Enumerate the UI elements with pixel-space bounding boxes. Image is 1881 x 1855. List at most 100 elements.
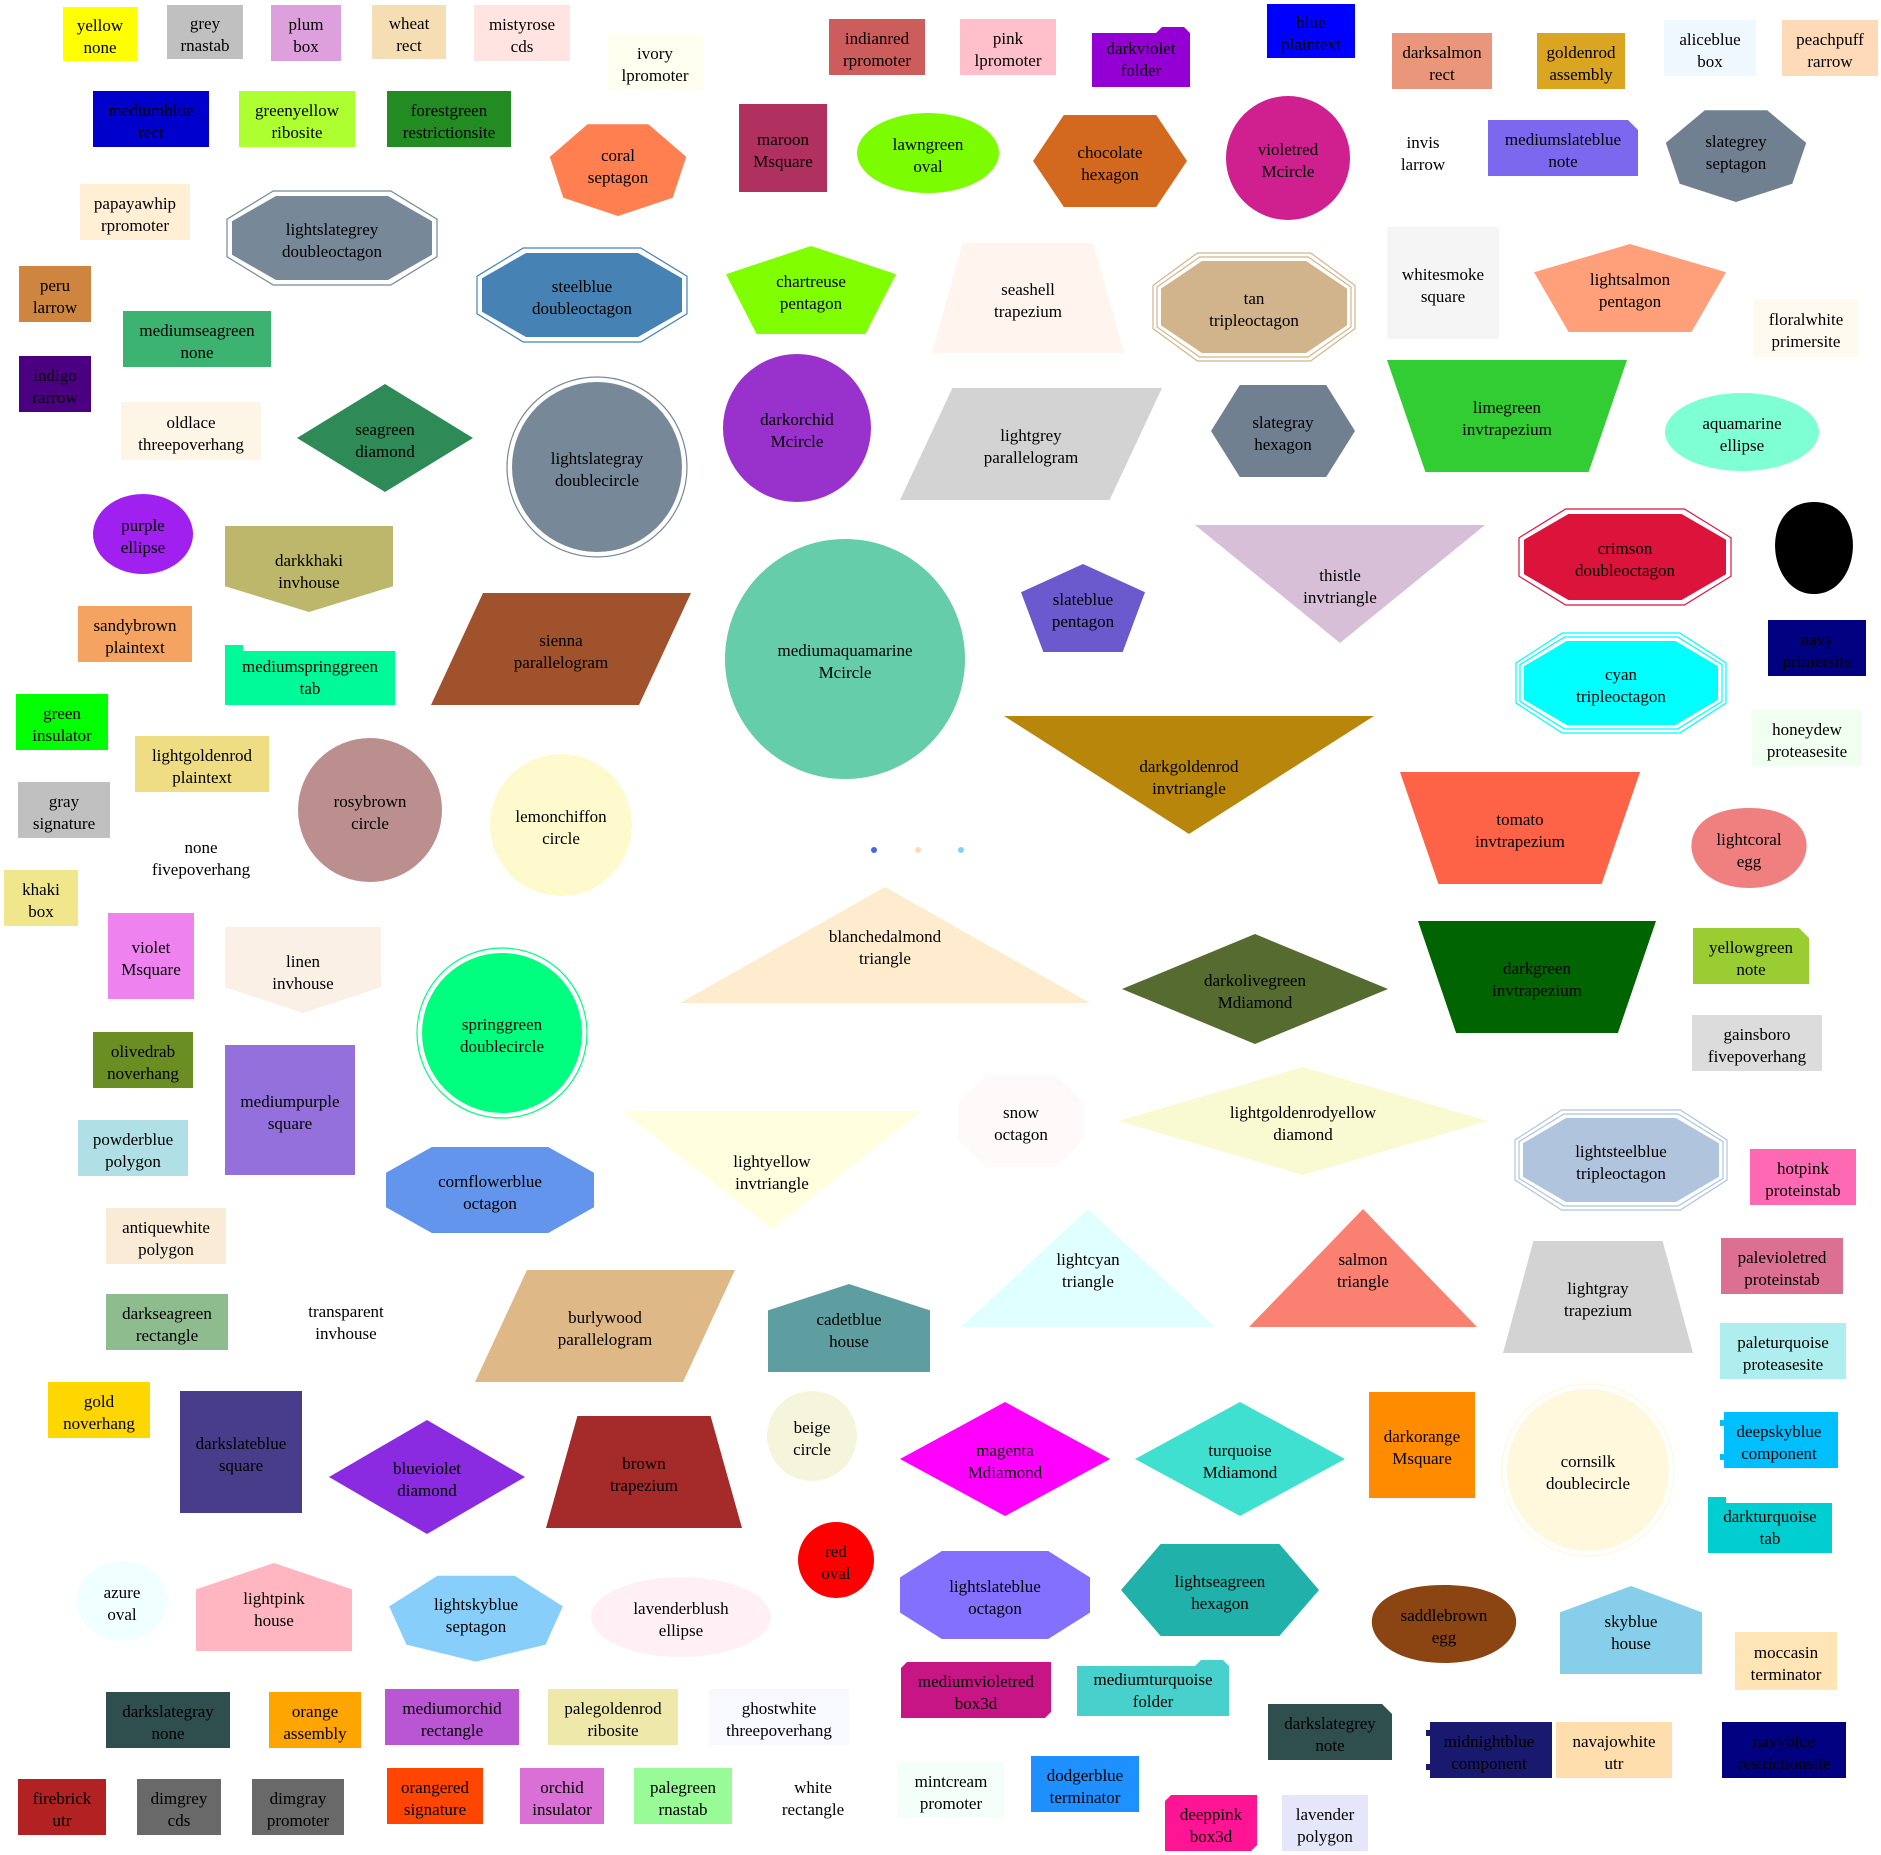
node-name-label: indianred: [845, 29, 910, 48]
node-mediumturquoise: mediumturquoise folder: [1077, 1660, 1229, 1716]
node-name-label: darkviolet: [1107, 39, 1176, 58]
node-name-label: cornflowerblue: [438, 1172, 542, 1191]
node-name-label: slategray: [1252, 413, 1314, 432]
node-name-label: purple: [121, 516, 164, 535]
node-name-label: violet: [132, 938, 171, 957]
node-name-label: darksalmon: [1402, 43, 1482, 62]
node-beige: beige circle: [767, 1391, 857, 1481]
node-name-label: steelblue: [552, 277, 612, 296]
node-name-label: lavenderblush: [633, 1599, 729, 1618]
node-shape-label: tripleoctagon: [1209, 311, 1299, 330]
node-shape-label: ellipse: [1720, 436, 1764, 455]
node-shape-label: Mcircle: [1262, 162, 1315, 181]
node-name-label: aliceblue: [1679, 30, 1740, 49]
node-shape-label: circle: [793, 1440, 831, 1459]
node-name-label: lightpink: [243, 1589, 305, 1608]
node-name-label: oldlace: [166, 413, 215, 432]
node-shape-label: hexagon: [1191, 1594, 1249, 1613]
node-name-label: skyblue: [1605, 1612, 1658, 1631]
node-shape-label: triangle: [1062, 1272, 1114, 1291]
node-name-label: lightcoral: [1716, 830, 1781, 849]
node-lightslategray: lightslategray doublecircle: [506, 376, 688, 558]
node-shape-label: rectangle: [136, 1326, 198, 1345]
node-antiquewhite: antiquewhite polygon: [106, 1208, 226, 1264]
node-shape-label: box3d: [955, 1694, 998, 1713]
node-deepskyblue: deepskyblue component: [1720, 1412, 1838, 1468]
node-name-label: slategrey: [1705, 132, 1767, 151]
node-shape-label: doublecircle: [1546, 1474, 1630, 1493]
node-name-label: palegreen: [650, 1778, 717, 1797]
node-name-label: burlywood: [568, 1308, 642, 1327]
node-shape-label: tab: [300, 679, 321, 698]
node-shape-label: fivepoverhang: [152, 860, 251, 879]
node-shape-label: pentagon: [780, 294, 843, 313]
node-name-label: moccasin: [1754, 1643, 1819, 1662]
node-shape-label: larrow: [1401, 155, 1446, 174]
node-shape-label: utr: [53, 1811, 72, 1830]
node-orchid: orchid insulator: [520, 1768, 604, 1824]
node-shape-label: utr: [1605, 1754, 1624, 1773]
node-name-label: sandybrown: [93, 616, 177, 635]
node-name-label: orangered: [401, 1778, 469, 1797]
node-name-label: cornsilk: [1561, 1452, 1616, 1471]
node-limegreen: limegreen invtrapezium: [1387, 360, 1627, 472]
node-springgreen: springgreen doublecircle: [416, 947, 588, 1119]
node-name-label: yellowgreen: [1709, 938, 1794, 957]
node-name-label: mediumturquoise: [1094, 1670, 1213, 1689]
node-shape-label: square: [268, 1114, 312, 1133]
node-shape-label: trapezium: [994, 302, 1062, 321]
node-salmon: salmon triangle: [1249, 1209, 1477, 1327]
node-name-label: limegreen: [1473, 398, 1541, 417]
node-name-label: brown: [622, 1454, 666, 1473]
node-papayawhip: papayawhip rpromoter: [80, 184, 190, 240]
node-shape-label: oval: [913, 157, 943, 176]
node-shape-label: hexagon: [1254, 435, 1312, 454]
node-shape-label: rpromoter: [101, 216, 169, 235]
node-burlywood: burlywood parallelogram: [475, 1270, 735, 1382]
node-name-label: lawngreen: [893, 135, 964, 154]
node-name-label: peachpuff: [1796, 30, 1864, 49]
node-name-label: blue: [1296, 13, 1325, 32]
node-name-label: chartreuse: [776, 272, 846, 291]
node-shape-label: larrow: [33, 298, 78, 317]
node-name-label: maroon: [757, 130, 809, 149]
node-shape-label: circle: [542, 829, 580, 848]
node-name-label: aquamarine: [1702, 414, 1781, 433]
node-shape-label: box3d: [1190, 1827, 1233, 1846]
node-shape-label: invtrapezium: [1492, 981, 1582, 1000]
node-shape-label: ellipse: [659, 1621, 703, 1640]
node-name-label: paleturquoise: [1737, 1333, 1829, 1352]
node-lightcoral: lightcoral egg: [1691, 808, 1807, 888]
node-name-label: tan: [1244, 289, 1265, 308]
node-shape-label: house: [254, 1611, 294, 1630]
node-name-label: lightgoldenrodyellow: [1230, 1103, 1377, 1122]
node-name-label: transparent: [308, 1302, 384, 1321]
node-shape-label: polygon: [105, 1152, 161, 1171]
node-shape-label: note: [1548, 152, 1577, 171]
node-shape-label: noverhang: [107, 1064, 179, 1083]
node-peru: peru larrow: [19, 266, 91, 322]
node-name-label: palegoldenrod: [564, 1699, 662, 1718]
node-none: none fivepoverhang: [152, 838, 251, 879]
node-shape-label: Msquare: [121, 960, 180, 979]
node-name-label: black: [1796, 530, 1833, 549]
node-shape-label: invtrapezium: [1462, 420, 1552, 439]
dot-2: [915, 847, 921, 853]
node-palegoldenrod: palegoldenrod ribosite: [548, 1689, 678, 1745]
node-cadetblue: cadetblue house: [768, 1284, 930, 1372]
node-name-label: cyan: [1605, 665, 1638, 684]
node-name-label: chocolate: [1077, 143, 1142, 162]
node-name-label: navyblue: [1753, 1732, 1815, 1751]
node-shape-label: rectangle: [421, 1721, 483, 1740]
node-gold: gold noverhang: [48, 1382, 150, 1438]
node-tan: tan tripleoctagon: [1152, 252, 1356, 362]
node-name-label: white: [794, 1778, 832, 1797]
node-oldlace: oldlace threepoverhang: [121, 402, 261, 460]
node-name-label: orange: [292, 1702, 338, 1721]
node-shape-label: invtriangle: [1303, 588, 1377, 607]
node-shape-label: tab: [1760, 1529, 1781, 1548]
node-darkorange: darkorange Msquare: [1369, 1392, 1475, 1498]
node-name-label: orchid: [540, 1778, 584, 1797]
node-shape-label: pentagon: [1052, 612, 1115, 631]
node-shape-label: insulator: [32, 726, 92, 745]
